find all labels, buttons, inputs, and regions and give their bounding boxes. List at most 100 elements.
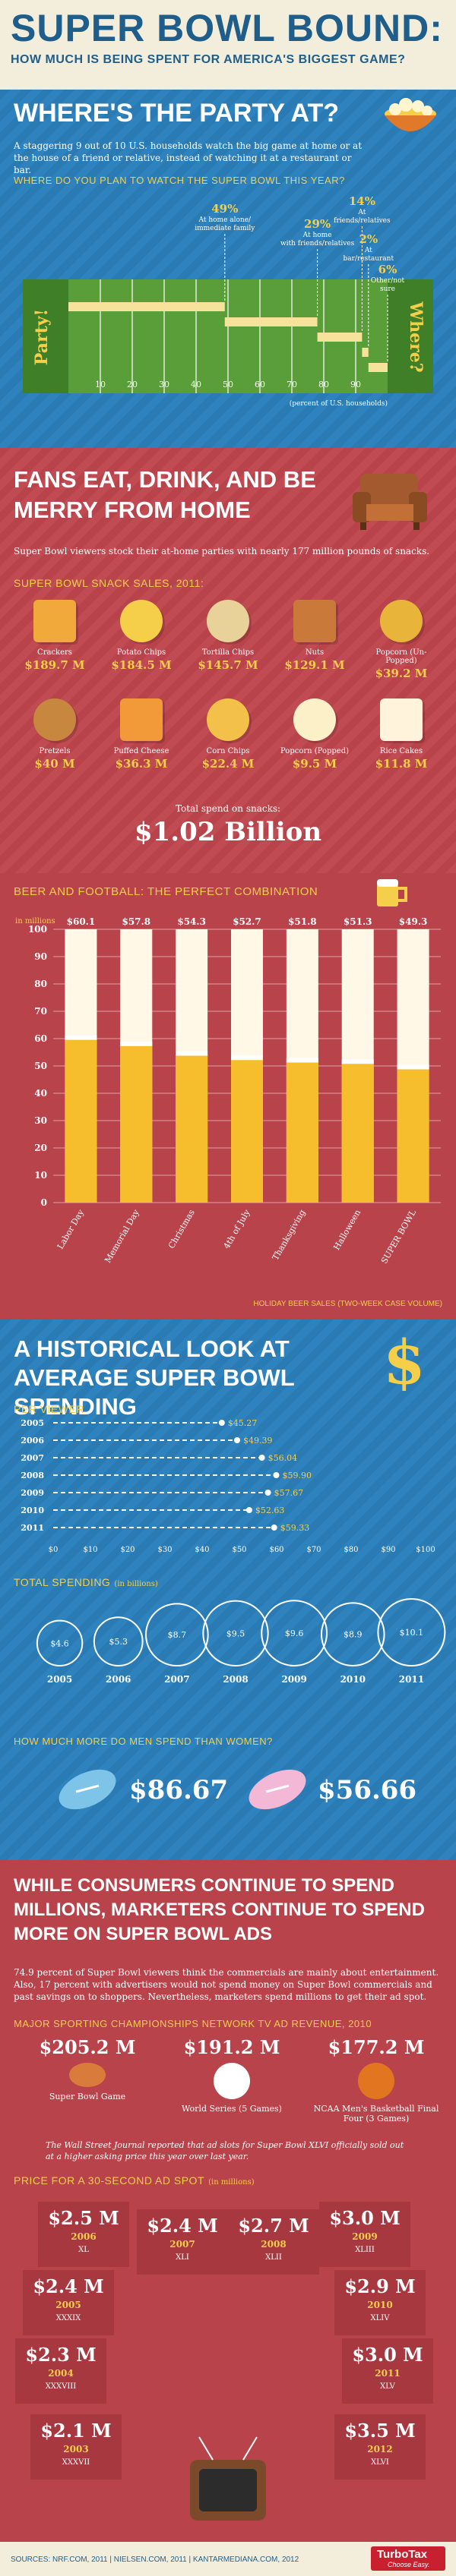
total-year-label: 2008 [223, 1674, 248, 1685]
snack-name: Tortilla Chips [201, 648, 255, 657]
beer-ytick-label: 50 [34, 1061, 47, 1071]
snack-grid: Crackers $189.7 M Potato Chips $184.5 M Tort… [0, 597, 456, 794]
snack-value: $36.3 M [115, 757, 168, 771]
snack-value: $11.8 M [375, 757, 428, 771]
party-question: WHERE DO YOU PLAN TO WATCH THE SUPER BOW… [14, 175, 345, 186]
pink-football-icon [249, 1769, 306, 1810]
snacks-sales-title: SUPER BOWL SNACK SALES, 2011: [14, 577, 204, 589]
yard-tick-label: 10 [95, 380, 106, 389]
beer-ytick-label: 80 [34, 979, 47, 989]
men-women-title: HOW MUCH MORE DO MEN SPEND THAN WOMEN? [14, 1736, 273, 1747]
left-endzone [23, 279, 68, 393]
viewer-xtick-label: $0 [49, 1546, 59, 1554]
yard-tick-label: 40 [191, 380, 201, 389]
beer-foam [341, 1059, 374, 1064]
total-spending-title: TOTAL SPENDING [14, 1576, 111, 1588]
total-year-label: 2009 [281, 1674, 306, 1685]
popcorn-bowl-icon [385, 98, 436, 131]
tv-screen [199, 2469, 257, 2511]
spot-year-label: 2005 [55, 2300, 81, 2310]
party-category-label: friends/relatives [334, 217, 391, 225]
beer-category-label: Memorial Day [103, 1207, 141, 1264]
total-bubble [261, 1600, 328, 1666]
beer-bar [231, 1058, 263, 1203]
snack-value: $184.5 M [111, 658, 172, 672]
total-bubble [377, 1598, 446, 1666]
ad-spot-unit: (in millions) [208, 2178, 255, 2187]
beer-category-label: Labor Day [55, 1207, 87, 1250]
party-bar [317, 333, 363, 342]
viewer-value-label: $45.27 [228, 1418, 258, 1428]
beer-value-label: $60.1 [67, 916, 96, 927]
right-endzone [388, 279, 433, 393]
spot-roman-label: XXXVIII [46, 2382, 76, 2391]
total-year-label: 2011 [399, 1674, 424, 1685]
yard-tick-label: 30 [159, 380, 169, 389]
snacks-section: FANS EAT, DRINK, AND BE MERRY FROM HOME … [0, 448, 456, 873]
beer-foam [120, 1041, 153, 1046]
snack-value: $22.4 M [201, 757, 255, 771]
spot-value-label: $3.0 M [352, 2344, 423, 2366]
spot-roman-label: XXXIX [56, 2314, 81, 2322]
snack-icon [293, 600, 336, 642]
party-category-label: with friends/relatives [280, 240, 355, 248]
total-spending-unit: (in billions) [114, 1580, 158, 1588]
yard-tick-label: 90 [350, 380, 361, 389]
ad-revenue-label: World Series (5 Games) [182, 2104, 282, 2114]
beer-value-label: $51.8 [288, 916, 317, 927]
ad-spot-heading: PRICE FOR A 30-SECOND AD SPOT (in millio… [14, 2173, 255, 2187]
viewer-year-label: 2010 [21, 1506, 44, 1515]
beer-ytick-label: 40 [34, 1088, 47, 1099]
beer-chart: in millions 0 10 20 30 40 50 60 70 80 90 100 $60.1 La… [15, 916, 441, 1266]
beer-footnote: HOLIDAY BEER SALES (TWO-WEEK CASE VOLUME… [253, 1300, 442, 1308]
snack-value: $39.2 M [375, 667, 428, 680]
viewer-xtick-label: $10 [83, 1546, 97, 1554]
total-value-label: $9.5 [226, 1629, 245, 1638]
beer-value-label: $54.3 [177, 916, 206, 927]
total-bubble [36, 1619, 84, 1666]
total-bubble [145, 1603, 209, 1666]
spot-card [228, 2209, 319, 2275]
snack-name: Potato Chips [116, 648, 166, 657]
viewer-value-label: $59.33 [280, 1523, 310, 1533]
total-year-label: 2005 [47, 1674, 72, 1685]
party-bar [368, 363, 388, 372]
women-spend-value: $56.66 [318, 1775, 417, 1805]
sources-line: SOURCES: NRF.COM, 2011 | NIELSEN.COM, 20… [11, 2556, 299, 2564]
snack-name: Rice Cakes [379, 747, 423, 755]
viewer-year-label: 2006 [21, 1436, 44, 1446]
brand-tagline: Choose Easy. [388, 2561, 430, 2568]
snack-name: Nuts [305, 648, 325, 657]
history-section: A HISTORICAL LOOK AT AVERAGE SUPER BOWL … [0, 1320, 456, 1860]
per-viewer-title: PER VIEWER [14, 1403, 84, 1415]
yard-tick-label: 20 [127, 380, 138, 389]
beer-category-label: Thanksgiving [271, 1208, 308, 1262]
party-percent-label: 29% [304, 217, 331, 231]
total-value-label: $4.6 [50, 1638, 69, 1648]
yard-tick-label: 80 [318, 380, 329, 389]
viewer-xtick-label: $100 [416, 1546, 435, 1554]
ad-revenue-item: $177.2 M NCAA Men's Basketball Final Four… [312, 2036, 441, 2124]
spot-year-label: 2011 [375, 2368, 400, 2379]
spot-year-label: 2010 [367, 2300, 392, 2310]
spot-card [38, 2202, 129, 2267]
viewer-point [245, 1507, 252, 1513]
spot-year-label: 2006 [71, 2231, 96, 2242]
spot-card [15, 2338, 106, 2404]
party-body: A staggering 9 out of 10 U.S. households… [14, 140, 363, 175]
party-category-label: At [357, 209, 366, 216]
beer-ytick-label: 0 [41, 1197, 47, 1208]
party-bar [224, 317, 318, 326]
total-year-label: 2006 [106, 1674, 131, 1685]
viewer-point [273, 1472, 280, 1478]
snacks-body: Super Bowl viewers stock their at-home p… [14, 546, 430, 557]
beer-bar [176, 1054, 208, 1203]
total-year-label: 2007 [164, 1674, 189, 1685]
beer-foam [286, 1058, 318, 1063]
party-category-label: sure [380, 285, 395, 293]
total-bubble [93, 1616, 144, 1666]
ad-revenue-value: $205.2 M [39, 2036, 136, 2058]
viewer-year-label: 2007 [21, 1453, 44, 1463]
page-subtitle: HOW MUCH IS BEING SPENT FOR AMERICA'S BI… [11, 53, 406, 66]
snack-name: Puffed Cheese [113, 747, 169, 755]
